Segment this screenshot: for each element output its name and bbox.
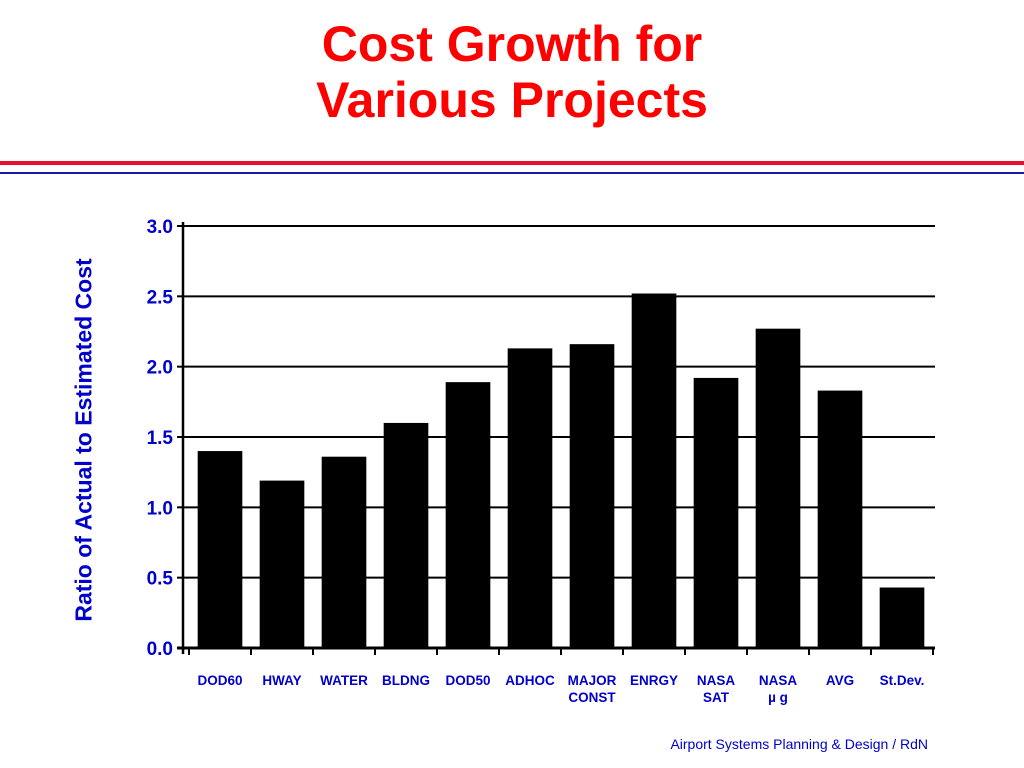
bar: [507, 348, 553, 648]
bar: [445, 382, 491, 648]
title-line-2: Various Projects: [316, 72, 708, 128]
bar: [569, 344, 615, 648]
red-divider: [0, 161, 1024, 165]
bar: [817, 390, 863, 648]
x-tick-label: CONST: [568, 690, 616, 705]
bar: [693, 377, 739, 648]
y-tick-label: 2.5: [147, 287, 174, 308]
x-tick-label: SAT: [703, 690, 730, 705]
x-tick-label: AVG: [826, 673, 854, 688]
x-tick-label: MAJOR: [568, 673, 617, 688]
x-tick-label: NASA: [697, 673, 736, 688]
x-tick-label: DOD50: [445, 673, 490, 688]
bar: [321, 456, 367, 648]
x-tick-label: DOD60: [197, 673, 242, 688]
y-tick-label: 0.0: [147, 639, 173, 660]
bar: [755, 328, 801, 648]
bar: [383, 422, 429, 648]
y-tick-label: 2.0: [147, 358, 173, 379]
x-tick-label: ENRGY: [630, 673, 678, 688]
bar: [879, 587, 925, 648]
x-tick-label: µ g: [768, 690, 788, 705]
x-tick-label: HWAY: [262, 673, 301, 688]
title-line-1: Cost Growth for: [321, 16, 703, 72]
y-tick-label: 0.5: [147, 569, 174, 590]
y-tick-label: 3.0: [147, 217, 173, 238]
y-tick-label: 1.5: [147, 428, 174, 449]
x-tick-label: BLDNG: [382, 673, 430, 688]
bar: [631, 293, 677, 648]
blue-divider: [0, 172, 1024, 174]
x-tick-label: St.Dev.: [880, 673, 925, 688]
footer-credit: Airport Systems Planning & Design / RdN: [670, 736, 928, 752]
y-tick-label: 1.0: [147, 498, 173, 519]
x-tick-label: NASA: [759, 673, 798, 688]
x-tick-label: WATER: [320, 673, 368, 688]
bar: [197, 451, 243, 648]
page-title: Cost Growth for Various Projects: [0, 16, 1024, 128]
bar: [259, 480, 305, 648]
x-tick-label: ADHOC: [505, 673, 555, 688]
